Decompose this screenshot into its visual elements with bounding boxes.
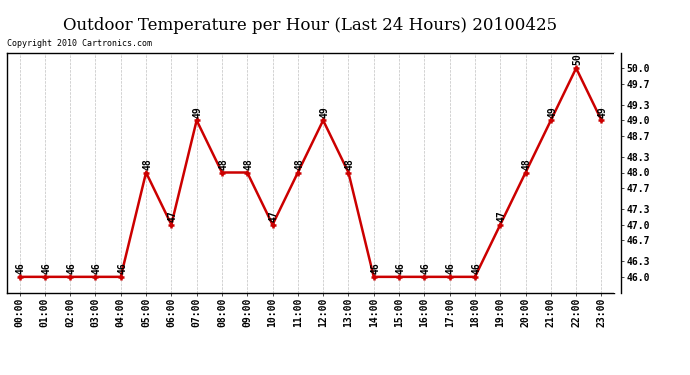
Text: 48: 48	[142, 158, 152, 170]
Text: 47: 47	[497, 210, 506, 222]
Text: 49: 49	[319, 106, 330, 117]
Text: 46: 46	[117, 262, 127, 274]
Text: 46: 46	[395, 262, 406, 274]
Text: 48: 48	[218, 158, 228, 170]
Text: 47: 47	[168, 210, 178, 222]
Text: 50: 50	[573, 54, 582, 65]
Text: 46: 46	[471, 262, 482, 274]
Text: Copyright 2010 Cartronics.com: Copyright 2010 Cartronics.com	[7, 39, 152, 48]
Text: 48: 48	[294, 158, 304, 170]
Text: 49: 49	[598, 106, 608, 117]
Text: 48: 48	[522, 158, 532, 170]
Text: 49: 49	[547, 106, 558, 117]
Text: 46: 46	[41, 262, 51, 274]
Text: 46: 46	[370, 262, 380, 274]
Text: 46: 46	[16, 262, 26, 274]
Text: 46: 46	[421, 262, 431, 274]
Text: 49: 49	[193, 106, 203, 117]
Text: 46: 46	[66, 262, 77, 274]
Text: 46: 46	[446, 262, 456, 274]
Text: 46: 46	[92, 262, 102, 274]
Text: 48: 48	[345, 158, 355, 170]
Text: 47: 47	[269, 210, 279, 222]
Text: Outdoor Temperature per Hour (Last 24 Hours) 20100425: Outdoor Temperature per Hour (Last 24 Ho…	[63, 17, 558, 34]
Text: 48: 48	[244, 158, 254, 170]
